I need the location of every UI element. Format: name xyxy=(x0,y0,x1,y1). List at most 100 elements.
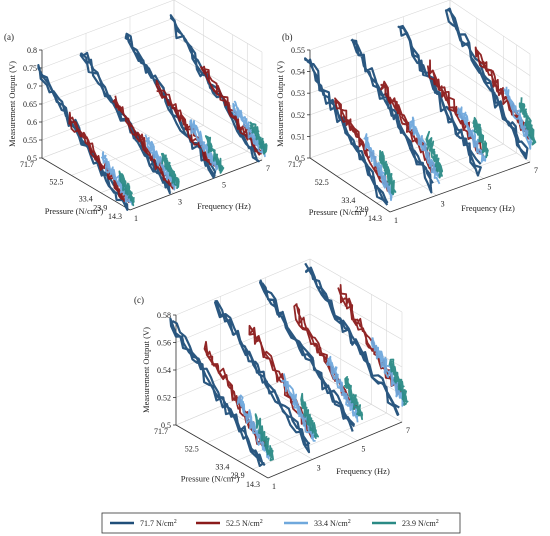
data-trace xyxy=(304,262,400,416)
z-tick-label: 0.65 xyxy=(23,100,37,109)
data-trace xyxy=(409,116,441,185)
data-trace xyxy=(425,130,444,179)
frequency-axis xyxy=(389,161,531,213)
pressure-axis xyxy=(175,424,269,479)
pressure-tick-label: 14.3 xyxy=(368,214,382,223)
z-tick-label: 0.56 xyxy=(157,339,171,348)
pressure-tick-label: 14.3 xyxy=(246,480,260,489)
pressure-tick-label: 14.3 xyxy=(108,212,122,221)
frequency-tick-label: 7 xyxy=(266,164,270,173)
z-tick-label: 0.55 xyxy=(291,46,305,55)
data-trace xyxy=(333,97,391,194)
z-tick-label: 0.5 xyxy=(27,154,37,163)
z-tick-label: 0.8 xyxy=(27,46,37,55)
gridline-p-floor xyxy=(252,412,387,470)
gridline-p-floor xyxy=(115,151,248,202)
z-tick-label: 0.52 xyxy=(157,394,171,403)
gridline-p-floor xyxy=(376,152,517,204)
data-trace xyxy=(293,303,358,410)
z-axis-label: Measurement Output (V) xyxy=(7,61,17,147)
data-trace xyxy=(370,337,405,407)
data-trace xyxy=(337,283,403,396)
data-trace xyxy=(169,14,261,163)
data-trace xyxy=(456,106,487,163)
frequency-tick-label: 7 xyxy=(406,426,410,435)
gridline-p-floor xyxy=(206,386,341,444)
frequency-axis xyxy=(267,421,403,479)
data-trace xyxy=(474,46,531,140)
gridline-p-floor xyxy=(237,404,372,461)
panel-label: (b) xyxy=(282,32,293,42)
data-trace xyxy=(280,373,316,442)
axes: 0.5 0.52 0.54 0.56 0.58 71.7 52.5 33.423.914.3 1… xyxy=(154,311,410,491)
axes: 0.50.510.520.530.540.5571.752.533.423.91… xyxy=(288,46,538,225)
data-trace xyxy=(155,79,219,168)
data-trace xyxy=(236,394,271,460)
z-tick-label: 0.51 xyxy=(291,132,305,141)
frequency-tick-label: 1 xyxy=(272,482,276,491)
frequency-tick-label: 3 xyxy=(178,197,182,206)
z-tick-label: 0.75 xyxy=(23,64,37,73)
z-tick-label: 0.5 xyxy=(295,154,305,163)
z-tick-label: 0.54 xyxy=(157,366,171,375)
gridline-z xyxy=(309,107,531,163)
frequency-axis xyxy=(129,159,263,211)
pressure-tick-label: 23.9 xyxy=(93,203,107,212)
data-trace xyxy=(204,135,225,174)
legend: 71.7 N/cm2 52.5 N/cm2 33.4 N/cm2 23.9 N/cm2 xyxy=(101,512,461,534)
pressure-axis-label: Pressure (N/cm2) xyxy=(309,207,368,217)
data-trace xyxy=(397,24,482,177)
z-axis-label: Measurement Output (V) xyxy=(275,61,285,147)
frequency-axis-label: Frequency (Hz) xyxy=(336,466,390,476)
gridline-p-floor xyxy=(71,125,204,176)
z-tick-label: 0.7 xyxy=(27,82,37,91)
data-trace xyxy=(326,355,361,423)
data-trace xyxy=(232,100,266,158)
z-tick-label: 0.5 xyxy=(161,421,171,430)
pressure-tick-label: 71.7 xyxy=(154,427,168,436)
data-trace xyxy=(350,38,434,194)
data-trace xyxy=(300,392,320,440)
frequency-axis-label: Frequency (Hz) xyxy=(461,203,515,213)
data-trace xyxy=(200,65,263,156)
frequency-tick-label: 1 xyxy=(134,214,138,223)
panel-label: (c) xyxy=(134,295,144,305)
gridline-p-floor xyxy=(41,107,175,159)
z-axis-label: Measurement Output (V) xyxy=(141,327,151,413)
data-trace xyxy=(118,170,135,207)
pressure-tick-label: 33.4 xyxy=(341,196,355,205)
data-trace xyxy=(254,413,275,462)
frequency-tick-label: 5 xyxy=(222,181,226,190)
z-tick-label: 0.52 xyxy=(291,111,305,120)
data-trace xyxy=(203,340,267,451)
gridline-z xyxy=(175,258,403,316)
pressure-axis-label: Pressure (N/cm2) xyxy=(181,474,240,484)
z-tick-label: 0.6 xyxy=(27,118,37,127)
z-tick-label: 0.53 xyxy=(291,89,305,98)
panel-label: (a) xyxy=(4,32,14,42)
data-traces xyxy=(169,262,409,467)
gridline-z xyxy=(309,0,531,55)
frequency-tick-label: 3 xyxy=(317,463,321,472)
data-trace xyxy=(249,121,268,155)
data-trace xyxy=(68,111,130,204)
z-tick-label: 0.54 xyxy=(291,68,305,77)
z-tick-label: 0.58 xyxy=(157,311,171,320)
legend-label: 23.9 N/cm2 xyxy=(402,519,439,528)
legend-label: 71.7 N/cm2 xyxy=(140,519,177,528)
pressure-tick-label: 52.5 xyxy=(185,445,199,454)
frequency-tick-label: 1 xyxy=(394,216,398,225)
data-trace xyxy=(169,317,266,467)
data-trace xyxy=(363,133,394,202)
panel-c: 0.5 0.52 0.54 0.56 0.58 71.7 52.5 33.423.914.3 1… xyxy=(134,258,410,491)
data-trace xyxy=(101,151,134,206)
data-trace xyxy=(189,119,222,172)
frequency-tick-label: 7 xyxy=(534,166,538,175)
data-trace xyxy=(259,279,355,432)
pressure-axis xyxy=(41,157,131,211)
data-trace xyxy=(79,51,171,195)
legend-label: 33.4 N/cm2 xyxy=(314,519,351,528)
data-trace xyxy=(380,80,438,174)
pressure-tick-label: 52.5 xyxy=(315,178,329,187)
data-trace xyxy=(388,358,409,406)
